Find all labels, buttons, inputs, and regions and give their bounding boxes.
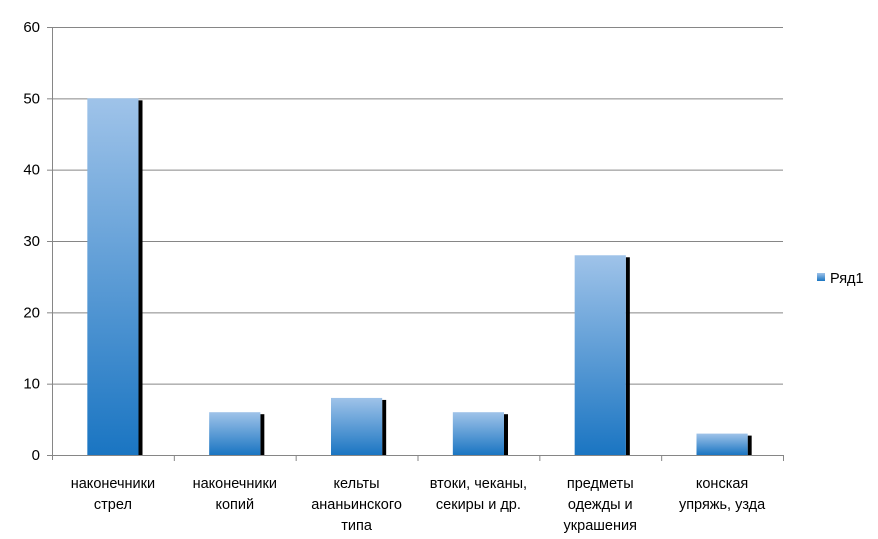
bar-shadow <box>260 414 265 455</box>
y-tick-label: 40 <box>23 162 40 179</box>
category-label: наконечники стрел <box>71 476 155 513</box>
bar-shadow <box>138 100 143 455</box>
category-label-line: предметы <box>567 476 634 492</box>
category-label: предметы одежды и украшения <box>564 476 637 534</box>
bar-shadow <box>382 399 387 455</box>
legend-label: Ряд1 <box>830 271 864 287</box>
bar-shadow <box>625 257 630 455</box>
category-label-line: упряжь, узда <box>679 497 766 513</box>
y-tick-labels: 0 10 20 30 40 50 60 <box>23 19 40 464</box>
category-labels: наконечники стрел наконечники копий кельты ан… <box>71 476 766 534</box>
category-label-line: втоки, чеканы, <box>430 476 527 492</box>
y-tick-label: 60 <box>23 19 40 36</box>
category-label-line: конская <box>696 476 748 492</box>
y-tick-label: 10 <box>23 376 40 393</box>
bars <box>87 98 752 455</box>
category-label-line: типа <box>341 518 373 534</box>
bar <box>574 255 626 455</box>
category-label-line: наконечники <box>71 476 155 492</box>
y-tick-label: 30 <box>23 233 40 250</box>
legend: Ряд1 <box>817 271 864 287</box>
y-tick-label: 0 <box>32 447 40 464</box>
legend-swatch <box>817 273 825 281</box>
category-label-line: одежды и <box>568 497 633 513</box>
category-label-line: секиры и др. <box>436 497 521 513</box>
category-label: наконечники копий <box>193 476 277 513</box>
category-label-line: копий <box>215 497 254 513</box>
category-label-line: кельты <box>334 476 380 492</box>
bar <box>209 412 261 455</box>
bar <box>696 433 748 455</box>
bar <box>87 98 139 455</box>
category-label-line: стрел <box>94 497 132 513</box>
bar <box>452 412 505 455</box>
category-label: кельты ананьинского типа <box>311 476 402 534</box>
bar-shadow <box>747 435 752 455</box>
axes <box>47 27 784 461</box>
bar <box>330 397 383 455</box>
category-label-line: наконечники <box>193 476 277 492</box>
category-label: конская упряжь, узда <box>679 476 766 513</box>
bar-shadow <box>504 414 509 455</box>
y-tick-label: 50 <box>23 90 40 107</box>
category-label-line: ананьинского <box>311 497 402 513</box>
category-label-line: украшения <box>564 518 637 534</box>
category-label: втоки, чеканы, секиры и др. <box>430 476 527 513</box>
y-tick-label: 20 <box>23 304 40 321</box>
gridlines <box>52 27 783 385</box>
